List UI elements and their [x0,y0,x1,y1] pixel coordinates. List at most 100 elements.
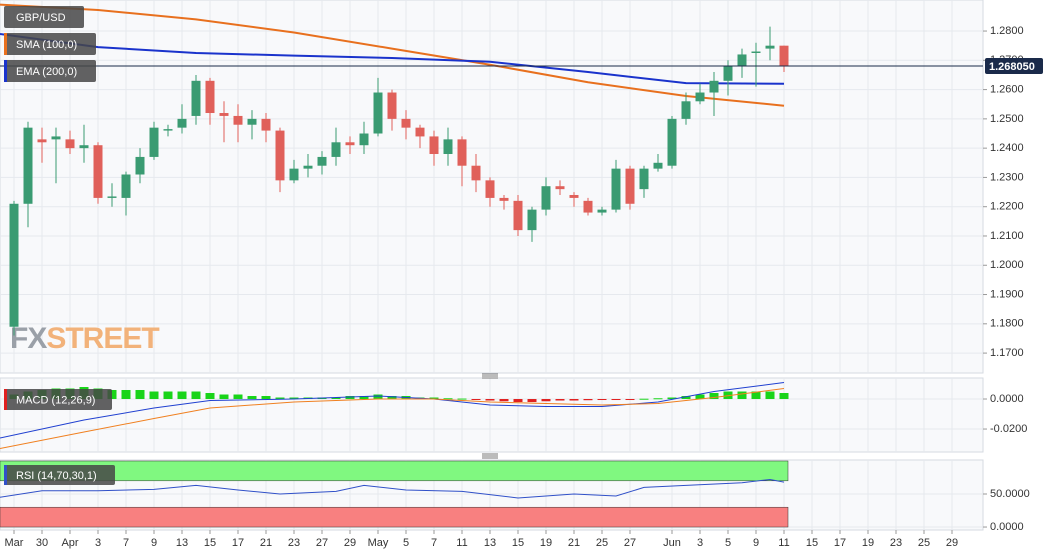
histogram-bar [611,399,621,401]
x-tick-label: 29 [344,537,356,549]
candle-body [163,129,173,131]
y-tick-label: 0.0000 [990,393,1024,405]
histogram-bar [625,399,635,401]
candle-body [149,127,159,157]
legend-swatch [4,389,7,410]
last-price-label: 1.268050 [989,61,1035,73]
candle-body [695,92,705,102]
histogram-bar [345,396,355,400]
y-tick-label: 1.1700 [990,347,1024,359]
y-tick-label: 1.2600 [990,83,1024,95]
candle-body [65,139,75,149]
rsi-band [0,460,789,482]
candle-body [737,54,747,67]
candle-body [23,127,33,204]
candle-body [583,200,593,213]
histogram-bar [667,397,677,400]
candle-body [471,165,481,181]
candle-body [485,180,495,198]
x-tick-label: 21 [260,537,272,549]
legend-swatch [4,33,7,55]
histogram-bar [541,399,551,402]
x-tick-label: 17 [232,537,244,549]
candle-body [275,130,285,181]
x-tick-label: 17 [834,537,846,549]
candle-body [765,45,775,49]
x-tick-label: 7 [123,537,129,549]
histogram-bar [555,399,565,401]
histogram-bar [289,397,299,400]
histogram-bar [191,391,201,400]
candle-body [177,118,187,128]
legend-label: RSI (14,70,30,1) [16,470,97,482]
histogram-bar [653,398,663,400]
legend-box [4,465,115,485]
y-tick-label: 1.1900 [990,288,1024,300]
last-price-tag [985,58,1043,75]
histogram-bar [569,399,579,401]
candle-body [443,139,453,155]
candle-body [751,51,761,53]
histogram-bar [233,394,243,400]
legend-swatch [4,465,7,485]
x-tick-label: 15 [512,537,524,549]
candle-body [219,113,229,116]
candle-body [779,45,789,67]
y-tick-label: -0.0200 [990,423,1027,435]
candle-body [667,118,677,166]
x-tick-label: Mar [5,537,24,549]
candle-body [345,142,355,146]
rsi-band [0,506,789,528]
histogram-bar [247,396,257,400]
candle-body [79,145,89,149]
histogram-bar [681,396,691,400]
y-tick-label: 1.2800 [990,25,1024,37]
legend-swatch [4,60,7,82]
x-tick-label: 23 [288,537,300,549]
indicator-line [0,388,785,450]
x-tick-label: 11 [778,537,789,549]
candle-body [303,165,313,169]
x-tick-label: 21 [568,537,580,549]
candle-body [611,168,621,210]
candle-body [513,200,523,231]
histogram-bar [219,394,229,400]
candle-body [597,209,607,213]
candle-body [317,156,327,166]
candle-body [135,156,145,175]
x-tick-label: 19 [862,537,874,549]
candle-body [191,80,201,116]
histogram-bar [471,399,481,401]
x-tick-label: May [368,537,389,549]
histogram-bar [485,399,495,401]
histogram-bar [149,391,159,400]
histogram-bar [695,394,705,400]
histogram-bar [429,397,439,400]
candle-body [205,80,215,114]
watermark-part: FX [10,322,47,355]
histogram-bar [457,398,467,400]
x-tick-label: 5 [725,537,731,549]
x-tick-label: Jun [663,537,681,549]
histogram-bar [527,399,537,403]
candle-body [709,80,719,93]
indicator-line [0,32,785,85]
watermark-part: STREET [46,322,159,355]
histogram-bar [737,391,747,400]
candle-body [289,168,299,181]
y-tick-label: 1.2300 [990,171,1024,183]
candle-body [9,203,19,327]
y-tick-label: 1.2200 [990,201,1024,213]
candle-body [415,127,425,137]
x-tick-label: Apr [61,537,78,549]
indicator-line [0,3,785,107]
x-tick-label: 11 [456,537,467,549]
histogram-bar [359,396,369,400]
candle-body [401,118,411,128]
candle-body [723,66,733,81]
candle-body [681,101,691,119]
x-tick-label: 27 [316,537,328,549]
histogram-bar [779,393,789,400]
candle-body [541,186,551,210]
